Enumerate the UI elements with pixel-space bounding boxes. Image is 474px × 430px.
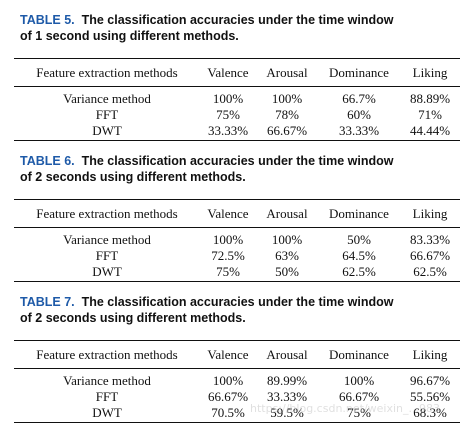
cell-valence: 75% — [216, 107, 240, 122]
row-method: Variance method — [63, 373, 151, 388]
cell-valence: 72.5% — [211, 248, 245, 263]
cell-dominance: 100% — [343, 373, 375, 388]
table-7: Feature extraction methods Valence Arous… — [14, 340, 460, 423]
header-liking: Liking — [400, 199, 460, 228]
row-method: Variance method — [63, 232, 151, 247]
cell-liking: 88.89% — [409, 91, 451, 106]
header-valence: Valence — [200, 340, 256, 369]
cell-dominance: 50% — [347, 232, 371, 247]
cell-arousal: 100% — [271, 91, 303, 106]
table-6: Feature extraction methods Valence Arous… — [14, 199, 460, 282]
cell-arousal: 50% — [256, 264, 318, 282]
table-7-block: TABLE 7. The classification accuracies u… — [14, 294, 460, 423]
cell-dominance: 60% — [347, 107, 371, 122]
table-5: Feature extraction methods Valence Arous… — [14, 58, 460, 141]
row-method: FFT — [95, 389, 119, 404]
cell-liking: 68.3% — [400, 405, 460, 423]
table-row: DWT 75% 50% 62.5% 62.5% — [14, 264, 460, 282]
cell-valence: 70.5% — [200, 405, 256, 423]
cell-arousal: 66.67% — [256, 123, 318, 141]
table-caption: TABLE 7. The classification accuracies u… — [20, 294, 460, 326]
cell-liking: 83.33% — [409, 232, 451, 247]
table-5-block: TABLE 5. The classification accuracies u… — [14, 12, 460, 141]
cell-arousal: 100% — [271, 232, 303, 247]
caption-line-1: The classification accuracies under the … — [81, 13, 394, 27]
row-method: DWT — [14, 264, 200, 282]
row-method: FFT — [95, 107, 119, 122]
cell-liking: 44.44% — [400, 123, 460, 141]
table-label: TABLE 6. — [20, 154, 75, 168]
header-arousal: Arousal — [256, 58, 318, 87]
cell-dominance: 62.5% — [318, 264, 400, 282]
cell-liking: 55.56% — [409, 389, 451, 404]
header-dominance: Dominance — [318, 340, 400, 369]
cell-dominance: 33.33% — [318, 123, 400, 141]
header-liking: Liking — [400, 340, 460, 369]
cell-arousal: 89.99% — [266, 373, 308, 388]
row-method: FFT — [95, 248, 119, 263]
table-label: TABLE 7. — [20, 295, 75, 309]
table-row: Variance method 100% 89.99% 100% 96.67% — [14, 369, 460, 390]
cell-dominance: 64.5% — [342, 248, 376, 263]
table-caption: TABLE 5. The classification accuracies u… — [20, 12, 460, 44]
header-methods: Feature extraction methods — [14, 58, 200, 87]
header-row: Feature extraction methods Valence Arous… — [14, 58, 460, 87]
cell-dominance: 66.67% — [338, 389, 380, 404]
caption-line-1: The classification accuracies under the … — [81, 295, 394, 309]
table-row: FFT 75% 78% 60% 71% — [14, 107, 460, 123]
row-method: Variance method — [63, 91, 151, 106]
table-6-block: TABLE 6. The classification accuracies u… — [14, 153, 460, 282]
cell-valence: 75% — [200, 264, 256, 282]
cell-liking: 96.67% — [409, 373, 451, 388]
table-caption: TABLE 6. The classification accuracies u… — [20, 153, 460, 185]
row-method: DWT — [14, 405, 200, 423]
header-dominance: Dominance — [318, 58, 400, 87]
cell-dominance: 66.7% — [342, 91, 376, 106]
header-valence: Valence — [200, 199, 256, 228]
caption-line-1: The classification accuracies under the … — [81, 154, 394, 168]
cell-arousal: 59.5% — [256, 405, 318, 423]
table-row: DWT 33.33% 66.67% 33.33% 44.44% — [14, 123, 460, 141]
table-row: Variance method 100% 100% 66.7% 88.89% — [14, 87, 460, 108]
header-row: Feature extraction methods Valence Arous… — [14, 199, 460, 228]
header-row: Feature extraction methods Valence Arous… — [14, 340, 460, 369]
cell-valence: 33.33% — [200, 123, 256, 141]
table-row: FFT 66.67% 33.33% 66.67% 55.56% — [14, 389, 460, 405]
header-valence: Valence — [200, 58, 256, 87]
table-row: DWT 70.5% 59.5% 75% 68.3% — [14, 405, 460, 423]
cell-arousal: 33.33% — [266, 389, 308, 404]
table-row: Variance method 100% 100% 50% 83.33% — [14, 228, 460, 249]
header-liking: Liking — [400, 58, 460, 87]
caption-line-2: of 2 seconds using different methods. — [20, 170, 246, 184]
watermark-text: https://blog.csdn.net/weixin_...983 — [250, 402, 441, 415]
cell-liking: 62.5% — [400, 264, 460, 282]
row-method: DWT — [14, 123, 200, 141]
caption-line-2: of 2 seconds using different methods. — [20, 311, 246, 325]
caption-line-2: of 1 second using different methods. — [20, 29, 239, 43]
cell-arousal: 78% — [275, 107, 299, 122]
table-label: TABLE 5. — [20, 13, 75, 27]
cell-liking: 66.67% — [409, 248, 451, 263]
cell-liking: 71% — [418, 107, 442, 122]
header-arousal: Arousal — [256, 199, 318, 228]
cell-valence: 100% — [212, 91, 244, 106]
cell-valence: 66.67% — [207, 389, 249, 404]
header-dominance: Dominance — [318, 199, 400, 228]
cell-valence: 100% — [212, 232, 244, 247]
cell-valence: 100% — [212, 373, 244, 388]
header-methods: Feature extraction methods — [14, 199, 200, 228]
cell-arousal: 63% — [275, 248, 299, 263]
cell-dominance: 75% — [318, 405, 400, 423]
header-arousal: Arousal — [256, 340, 318, 369]
table-row: FFT 72.5% 63% 64.5% 66.67% — [14, 248, 460, 264]
header-methods: Feature extraction methods — [14, 340, 200, 369]
